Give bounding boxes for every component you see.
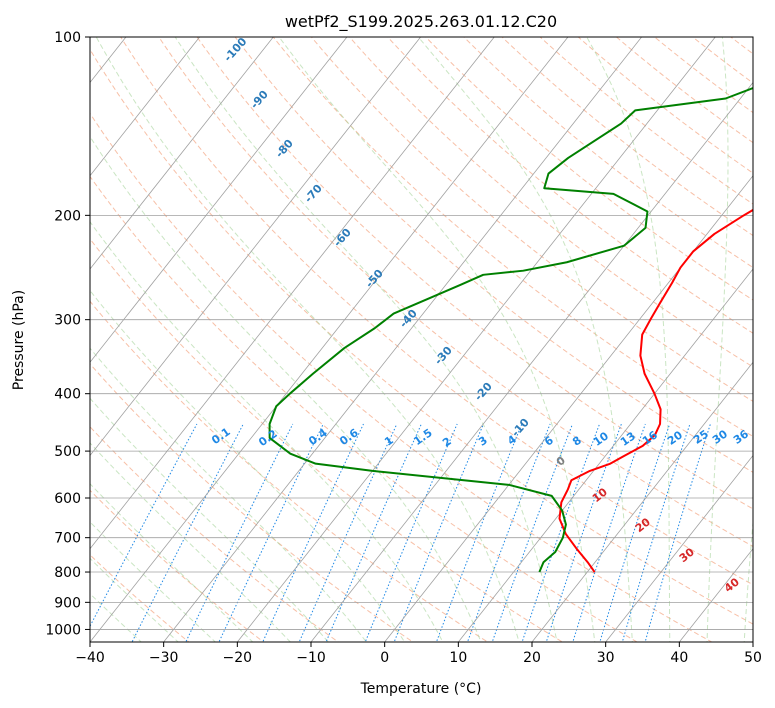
dewpoint-line: [268, 86, 753, 573]
profile-series: [268, 86, 753, 573]
isotherm: [310, 81, 753, 642]
y-tick-label: 100: [54, 30, 81, 46]
dry-adiabat: [425, 37, 753, 301]
y-tick-label: 800: [54, 565, 81, 581]
mixing-ratio-line: [491, 423, 573, 642]
dry-adiabat: [310, 37, 753, 402]
dry-adiabat: [234, 37, 753, 473]
isotherm: [236, 37, 716, 642]
isotherms: [90, 37, 753, 642]
y-tick-label: 300: [54, 313, 81, 329]
dry-adiabat: [90, 112, 713, 642]
x-tick-label: −40: [75, 650, 105, 666]
axes: −40 −30 −20 −10 0 10 20 30 40 50 100 200 300 400 500 60…: [45, 30, 762, 666]
mixing-ratio-line: [621, 423, 691, 642]
dry-adiabat: [158, 37, 753, 547]
mixing-ratio-line: [185, 423, 294, 642]
y-tick-label: 700: [54, 531, 81, 547]
dry-adiabat: [501, 37, 753, 237]
chart-title: wetPf2_S199.2025.263.01.12.C20: [285, 12, 557, 32]
moist-adiabat: [278, 37, 596, 642]
isotherm: [90, 37, 569, 642]
mixing-ratio-line: [521, 423, 601, 642]
y-tick-label: 400: [54, 387, 81, 403]
x-tick-label: 0: [380, 650, 389, 666]
dry-adiabat: [348, 37, 753, 368]
moist-adiabat: [90, 220, 444, 642]
dry-adiabat: [386, 37, 753, 334]
x-tick-label: 10: [449, 650, 467, 666]
temperature-line: [558, 208, 753, 573]
isotherm: [163, 37, 643, 642]
y-tick-label: 200: [54, 208, 81, 224]
mixing-ratio-line: [262, 423, 364, 642]
x-tick-label: −30: [149, 650, 179, 666]
mixing-ratio-lines: [90, 423, 711, 642]
dry-adiabat: [90, 489, 265, 642]
x-tick-label: −10: [296, 650, 326, 666]
x-tick-label: 50: [744, 650, 762, 666]
plot-frame: [89, 36, 754, 643]
isotherm: [384, 175, 753, 642]
mixing-ratio-line: [364, 423, 458, 642]
mixing-ratio-line: [435, 423, 523, 642]
x-axis-label: Temperature (°C): [360, 681, 482, 697]
isotherm: [90, 37, 201, 177]
x-tick-label: 40: [670, 650, 688, 666]
dry-adiabat: [615, 37, 753, 144]
y-axis-label: Pressure (hPa): [11, 290, 27, 390]
dry-adiabat: [90, 300, 489, 642]
isotherm: [531, 361, 753, 642]
y-tick-label: 900: [54, 595, 81, 611]
isotherm: [90, 37, 495, 550]
y-tick-label: 600: [54, 491, 81, 507]
mixing-ratio-line: [90, 423, 198, 628]
mixing-ratio-line: [599, 423, 671, 642]
mixing-ratio-line: [393, 423, 484, 642]
x-tick-label: 20: [523, 650, 541, 666]
x-tick-label: 30: [597, 650, 615, 666]
isotherm: [90, 37, 274, 270]
dry-adiabat: [120, 37, 753, 586]
mixing-ratio-line: [644, 423, 711, 642]
y-tick-label: 1000: [45, 622, 81, 638]
pressure-gridlines: [90, 37, 753, 630]
isotherm: [90, 37, 348, 363]
x-tick-label: −20: [223, 650, 253, 666]
plot-area: [90, 37, 753, 642]
dry-adiabat: [90, 48, 753, 625]
y-tick-label: 500: [54, 444, 81, 460]
dry-adiabat: [463, 37, 753, 269]
dry-adiabat: [90, 238, 564, 642]
moist-adiabat: [90, 442, 292, 642]
isotherm: [457, 268, 753, 642]
moist-adiabat: [743, 517, 753, 642]
mixing-ratio-line: [131, 423, 244, 642]
mixing-ratio-line: [218, 423, 324, 642]
isotherm: [90, 37, 422, 457]
isotherm: [605, 454, 753, 642]
